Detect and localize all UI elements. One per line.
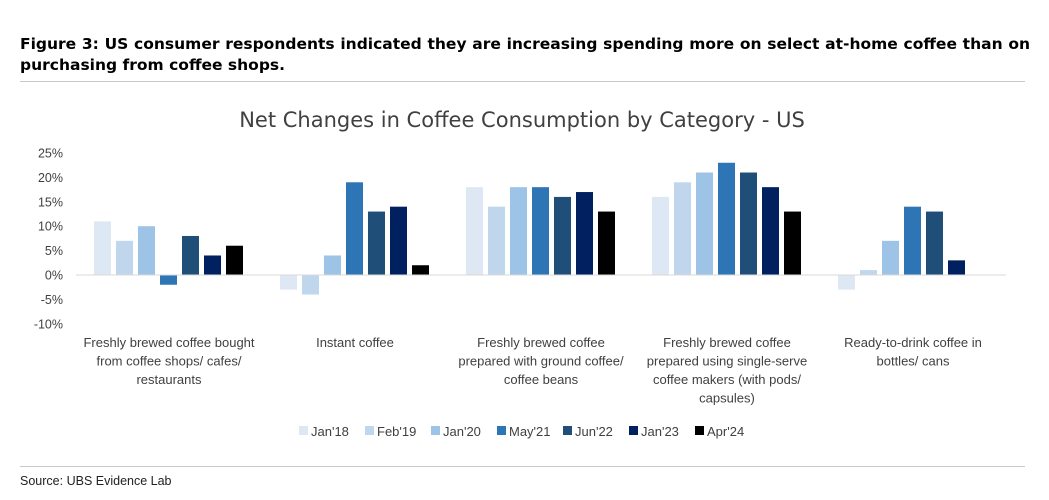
bar — [948, 260, 965, 275]
bar — [576, 192, 593, 275]
figure-title: Figure 3: US consumer respondents indica… — [20, 35, 1030, 74]
bar — [674, 182, 691, 275]
bar — [740, 172, 757, 275]
legend-item: Feb'19 — [365, 424, 416, 439]
legend-item: May'21 — [497, 424, 551, 439]
category-label: Instant coffee — [316, 335, 394, 350]
legend-label: Apr'24 — [707, 424, 744, 439]
legend-label: Jan'20 — [443, 424, 481, 439]
legend-label: Jan'18 — [311, 424, 349, 439]
legend-swatch — [299, 426, 308, 435]
y-tick-label: 5% — [45, 244, 63, 258]
bar — [838, 275, 855, 290]
bar — [532, 187, 549, 275]
bar — [160, 275, 177, 285]
bar — [718, 162, 735, 275]
bar — [182, 235, 199, 275]
y-tick-label: 20% — [38, 171, 63, 185]
y-tick-label: -10% — [34, 317, 63, 331]
bar — [346, 182, 363, 275]
source-note: Source: UBS Evidence Lab — [20, 474, 172, 488]
source-label: Source: — [20, 474, 64, 488]
bar — [598, 211, 615, 275]
bar — [882, 240, 899, 275]
bar — [466, 187, 483, 275]
bar — [860, 270, 877, 275]
bar — [784, 211, 801, 275]
bar — [280, 275, 297, 290]
bar — [390, 206, 407, 275]
legend-swatch — [629, 426, 638, 435]
bar — [204, 255, 221, 275]
bar — [904, 206, 921, 275]
source-divider — [20, 466, 1025, 467]
category-label: Freshly brewed coffee prepared with groun… — [458, 335, 624, 387]
bar — [696, 172, 713, 275]
bar — [302, 275, 319, 295]
y-tick-label: 15% — [38, 195, 63, 209]
legend-swatch — [365, 426, 374, 435]
y-tick-label: -5% — [41, 293, 63, 307]
legend-item: Jan'20 — [431, 424, 481, 439]
source-value: UBS Evidence Lab — [66, 474, 172, 488]
legend-label: Feb'19 — [377, 424, 416, 439]
bar — [652, 196, 669, 275]
category-label: Freshly brewed coffee prepared using sing… — [647, 335, 807, 406]
legend-swatch — [695, 426, 704, 435]
bar — [488, 206, 505, 275]
y-tick-label: 10% — [38, 220, 63, 234]
bar — [926, 211, 943, 275]
category-label: Freshly brewed coffee bought from coffee … — [83, 335, 254, 387]
bar — [324, 255, 341, 275]
legend-swatch — [497, 426, 506, 435]
legend-item: Jan'23 — [629, 424, 679, 439]
legend-label: Jun'22 — [575, 424, 613, 439]
legend-label: May'21 — [509, 424, 551, 439]
bar — [368, 211, 385, 275]
bar — [412, 265, 429, 275]
bar — [116, 240, 133, 275]
category-label: Ready-to-drink coffee in bottles/ cans — [844, 335, 982, 369]
legend-swatch — [563, 426, 572, 435]
legend-label: Jan'23 — [641, 424, 679, 439]
legend-item: Jan'18 — [299, 424, 349, 439]
y-tick-label: 25% — [38, 147, 63, 161]
legend-swatch — [431, 426, 440, 435]
bar — [138, 226, 155, 275]
bar — [510, 187, 527, 275]
bar — [226, 245, 243, 275]
title-divider — [20, 81, 1025, 82]
legend-item: Apr'24 — [695, 424, 744, 439]
legend-item: Jun'22 — [563, 424, 613, 439]
bar — [762, 187, 779, 275]
bar — [554, 196, 571, 275]
chart-title: Net Changes in Coffee Consumption by Cat… — [239, 108, 805, 132]
y-tick-label: 0% — [45, 269, 63, 283]
bar — [94, 221, 111, 275]
